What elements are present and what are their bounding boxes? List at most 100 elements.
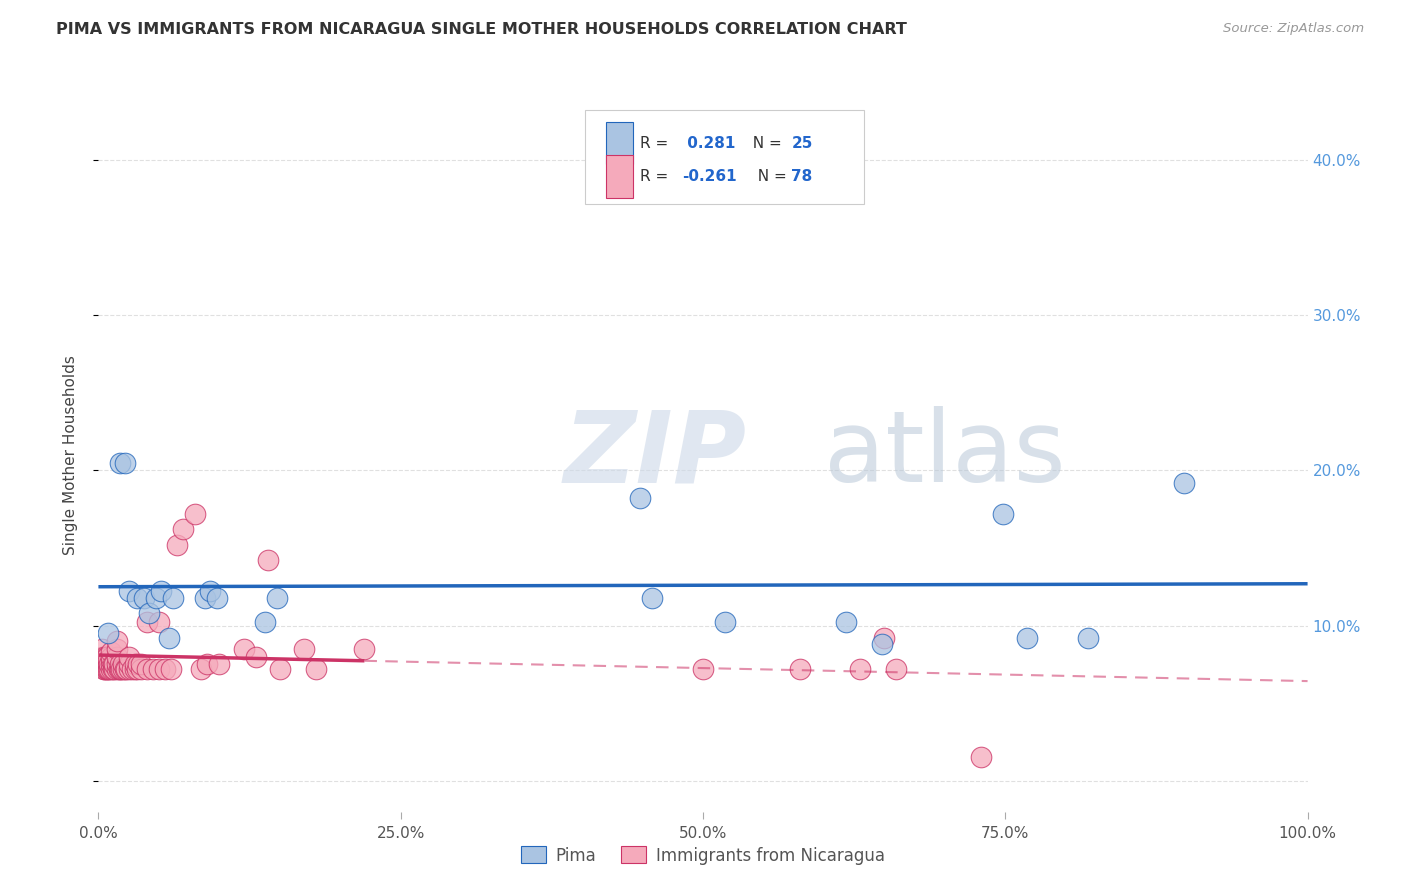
Point — [129, 657, 152, 672]
Point — [789, 662, 811, 676]
Point — [118, 649, 141, 664]
Point — [148, 662, 170, 676]
Point — [713, 615, 735, 630]
Point — [93, 649, 115, 664]
Point — [198, 584, 221, 599]
Point — [256, 553, 278, 567]
Point — [1076, 631, 1098, 645]
Point — [100, 645, 122, 659]
Text: ZIP: ZIP — [564, 407, 747, 503]
Point — [94, 662, 117, 676]
Point — [970, 750, 993, 764]
Point — [145, 591, 167, 605]
Point — [150, 584, 173, 599]
Point — [108, 662, 131, 676]
Point — [118, 662, 141, 676]
Bar — [606, 155, 633, 198]
Point — [142, 662, 165, 676]
Point — [886, 662, 908, 676]
Text: 25: 25 — [792, 136, 813, 151]
Point — [628, 491, 651, 506]
Point — [91, 641, 114, 656]
Text: atlas: atlas — [824, 407, 1066, 503]
Point — [641, 591, 664, 605]
Point — [97, 662, 120, 676]
Point — [129, 662, 152, 676]
Point — [93, 662, 115, 676]
Text: Source: ZipAtlas.com: Source: ZipAtlas.com — [1223, 22, 1364, 36]
Point — [105, 662, 128, 676]
Point — [127, 591, 149, 605]
Point — [1173, 475, 1195, 490]
Point — [91, 657, 114, 672]
Point — [94, 649, 117, 664]
Point — [110, 662, 132, 676]
Point — [111, 662, 134, 676]
Point — [292, 641, 315, 656]
Point — [190, 662, 212, 676]
Point — [96, 649, 118, 664]
FancyBboxPatch shape — [585, 111, 863, 203]
Point — [148, 615, 170, 630]
Text: N =: N = — [742, 136, 786, 151]
Point — [97, 626, 120, 640]
Point — [96, 662, 118, 676]
Point — [153, 662, 176, 676]
Point — [101, 657, 124, 672]
Point — [97, 657, 120, 672]
Text: 0.281: 0.281 — [682, 136, 735, 151]
Point — [124, 662, 146, 676]
Point — [124, 657, 146, 672]
Point — [208, 657, 231, 672]
Point — [91, 649, 114, 664]
Point — [108, 657, 131, 672]
Point — [135, 662, 157, 676]
Point — [194, 591, 217, 605]
Point — [138, 606, 160, 620]
Point — [100, 657, 122, 672]
Point — [105, 657, 128, 672]
Point — [108, 662, 131, 676]
Point — [254, 615, 277, 630]
Point — [111, 657, 134, 672]
Text: R =: R = — [640, 169, 673, 184]
Point — [96, 657, 118, 672]
Point — [1015, 631, 1038, 645]
Point — [100, 649, 122, 664]
Bar — [606, 121, 633, 164]
Point — [873, 631, 896, 645]
Point — [162, 591, 184, 605]
Point — [105, 649, 128, 664]
Point — [127, 662, 149, 676]
Text: R =: R = — [640, 136, 673, 151]
Point — [172, 522, 194, 536]
Y-axis label: Single Mother Households: Single Mother Households — [63, 355, 77, 555]
Point — [100, 662, 122, 676]
Point — [127, 657, 149, 672]
Point — [353, 641, 375, 656]
Point — [266, 591, 288, 605]
Text: 78: 78 — [792, 169, 813, 184]
Point — [692, 662, 714, 676]
Point — [97, 653, 120, 667]
Point — [90, 657, 112, 672]
Point — [184, 507, 207, 521]
Point — [157, 631, 180, 645]
Point — [114, 456, 136, 470]
Point — [93, 662, 115, 676]
Point — [115, 662, 138, 676]
Point — [118, 584, 141, 599]
Point — [94, 657, 117, 672]
Point — [103, 662, 125, 676]
Point — [166, 538, 188, 552]
Point — [98, 657, 121, 672]
Text: -0.261: -0.261 — [682, 169, 737, 184]
Point — [135, 615, 157, 630]
Point — [93, 657, 115, 672]
Point — [114, 662, 136, 676]
Point — [105, 634, 128, 648]
Point — [100, 653, 122, 667]
Point — [991, 507, 1014, 521]
Point — [232, 641, 254, 656]
Point — [98, 662, 121, 676]
